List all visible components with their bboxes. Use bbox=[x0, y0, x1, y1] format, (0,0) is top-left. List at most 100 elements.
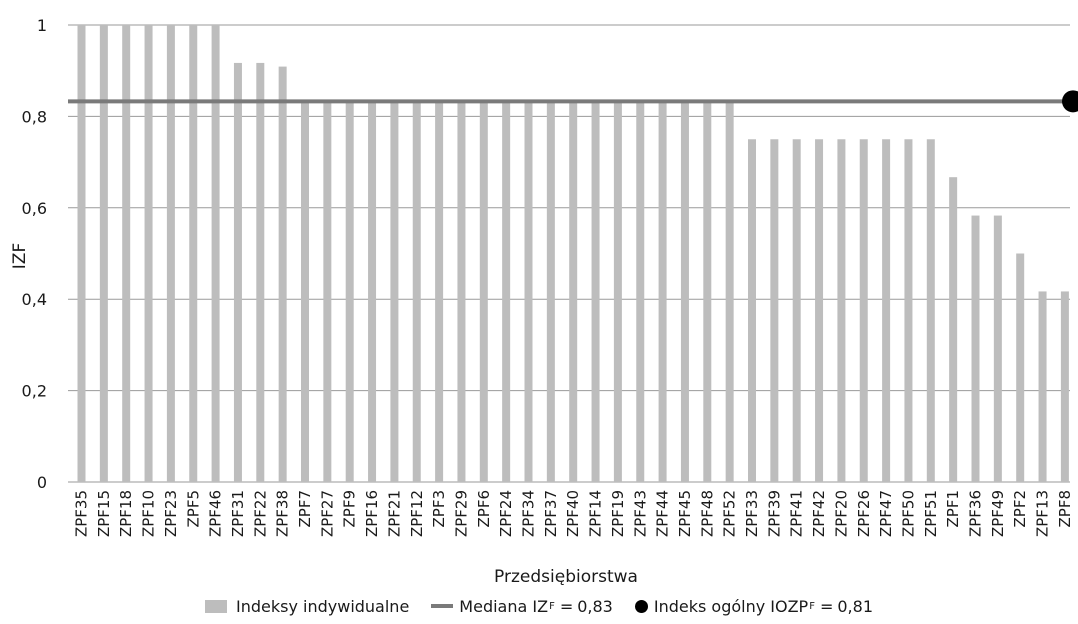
x-tick-label: ZPF42 bbox=[810, 490, 828, 537]
x-tick-label: ZPF36 bbox=[967, 490, 985, 537]
bar bbox=[144, 25, 153, 482]
bar bbox=[658, 101, 667, 482]
bar bbox=[926, 139, 935, 482]
x-tick-label: ZPF8 bbox=[1056, 490, 1074, 528]
x-tick-label: ZPF21 bbox=[385, 490, 403, 537]
y-tick-label: 0,4 bbox=[22, 290, 47, 309]
bar bbox=[278, 66, 287, 482]
bar bbox=[993, 215, 1002, 482]
x-tick-label: ZPF9 bbox=[341, 490, 359, 528]
bar bbox=[904, 139, 913, 482]
x-tick-label: ZPF51 bbox=[922, 490, 940, 537]
legend-median-prefix: Mediana IZ bbox=[459, 596, 549, 616]
bar bbox=[971, 215, 980, 482]
x-tick-label: ZPF37 bbox=[542, 490, 560, 537]
bar bbox=[792, 139, 801, 482]
x-tick-label: ZPF50 bbox=[899, 490, 917, 537]
bar bbox=[479, 101, 488, 482]
bar bbox=[725, 101, 734, 482]
x-tick-label: ZPF40 bbox=[564, 490, 582, 537]
bar bbox=[703, 101, 712, 482]
bar bbox=[323, 101, 332, 482]
x-tick-label: ZPF38 bbox=[274, 490, 292, 537]
bar bbox=[569, 101, 578, 482]
bar bbox=[435, 101, 444, 482]
x-tick-label: ZPF20 bbox=[832, 490, 850, 537]
x-tick-label: ZPF52 bbox=[721, 490, 739, 537]
legend-bars-label: Indeksy indywidualne bbox=[236, 596, 410, 616]
x-tick-label: ZPF29 bbox=[452, 490, 470, 537]
legend-item-overall: Indeks ogólny IOZP F = 0,81 bbox=[634, 596, 873, 616]
x-tick-label: ZPF1 bbox=[944, 490, 962, 528]
y-tick-label: 0,2 bbox=[22, 382, 47, 401]
bar bbox=[345, 101, 354, 482]
bar bbox=[546, 101, 555, 482]
legend-bar-swatch bbox=[205, 599, 227, 613]
x-tick-label: ZPF19 bbox=[609, 490, 627, 537]
legend: Indeksy indywidualne Mediana IZ F = 0,83 In… bbox=[0, 592, 1078, 620]
x-tick-label: ZPF39 bbox=[765, 490, 783, 537]
legend-overall-prefix: Indeks ogólny IOZP bbox=[653, 596, 809, 616]
overall-index-marker bbox=[1062, 90, 1078, 113]
bar bbox=[390, 101, 399, 482]
x-tick-label: ZPF43 bbox=[631, 490, 649, 537]
x-tick-label: ZPF2 bbox=[1011, 490, 1029, 528]
x-tick-label: ZPF16 bbox=[363, 490, 381, 537]
x-tick-label: ZPF34 bbox=[520, 490, 538, 537]
y-axis-title: IZF bbox=[10, 243, 30, 269]
bar bbox=[949, 177, 958, 482]
x-tick-label: ZPF3 bbox=[430, 490, 448, 528]
y-tick-labels: 0 0,2 0,4 0,6 0,8 1 bbox=[22, 16, 47, 492]
x-tick-label: ZPF18 bbox=[117, 490, 135, 537]
bar bbox=[748, 139, 756, 482]
bar bbox=[859, 139, 868, 482]
x-tick-label: ZPF24 bbox=[497, 490, 515, 537]
x-tick-label: ZPF10 bbox=[140, 490, 158, 537]
x-tick-label: ZPF35 bbox=[73, 490, 91, 537]
bar bbox=[636, 101, 645, 482]
x-tick-label: ZPF27 bbox=[318, 490, 336, 537]
bar bbox=[770, 139, 779, 482]
x-tick-labels: ZPF35 ZPF15 ZPF18 ZPF10 ZPF23 ZPF5 ZPF46 ZPF31 Z… bbox=[73, 490, 1074, 537]
legend-overall-sub: F bbox=[809, 600, 815, 612]
x-tick-label: ZPF14 bbox=[587, 490, 605, 537]
bar bbox=[680, 101, 689, 482]
bar bbox=[591, 101, 600, 482]
bar bbox=[412, 101, 421, 482]
bar bbox=[1016, 253, 1025, 482]
bar bbox=[613, 101, 622, 482]
bar bbox=[502, 101, 511, 482]
bar bbox=[882, 139, 891, 482]
y-tick-label: 1 bbox=[37, 16, 47, 35]
bar bbox=[1038, 291, 1047, 482]
bar bbox=[122, 25, 131, 482]
bar bbox=[368, 101, 377, 482]
legend-overall-eq: = bbox=[819, 596, 834, 616]
x-tick-label: ZPF44 bbox=[654, 490, 672, 537]
x-tick-label: ZPF46 bbox=[207, 490, 225, 537]
bar bbox=[301, 101, 309, 482]
bar bbox=[77, 25, 86, 482]
x-tick-label: ZPF23 bbox=[162, 490, 180, 537]
x-tick-label: ZPF45 bbox=[676, 490, 694, 537]
bar bbox=[457, 101, 466, 482]
x-tick-label: ZPF13 bbox=[1034, 490, 1052, 537]
y-tick-label: 0,8 bbox=[22, 107, 47, 126]
y-tick-label: 0,6 bbox=[22, 199, 47, 218]
x-tick-label: ZPF12 bbox=[408, 490, 426, 537]
bar bbox=[166, 25, 175, 482]
bar bbox=[99, 25, 108, 482]
bar bbox=[837, 139, 846, 482]
bar bbox=[189, 25, 198, 482]
x-tick-label: ZPF15 bbox=[95, 490, 113, 537]
legend-item-bars: Indeksy indywidualne bbox=[205, 597, 409, 616]
legend-median-eq: = bbox=[559, 596, 574, 616]
bar bbox=[233, 62, 242, 482]
legend-overall-value: 0,81 bbox=[837, 596, 873, 616]
y-tick-label: 0 bbox=[37, 473, 47, 492]
legend-median-sub: F bbox=[549, 600, 555, 612]
legend-overall-swatch bbox=[634, 599, 648, 613]
x-tick-label: ZPF26 bbox=[855, 490, 873, 537]
legend-median-value: 0,83 bbox=[577, 596, 613, 616]
